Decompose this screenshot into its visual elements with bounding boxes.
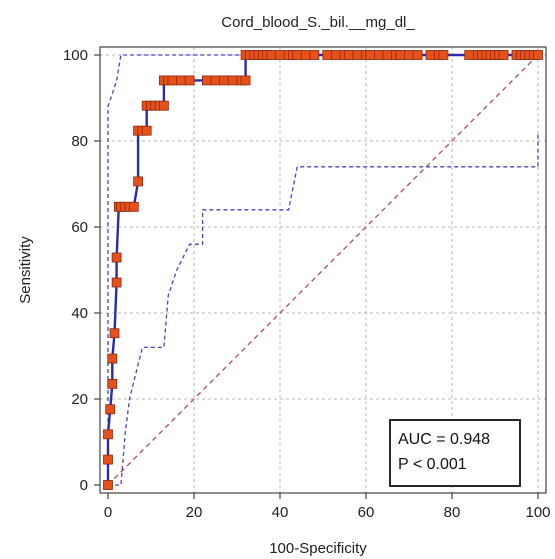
roc-point-marker	[498, 50, 509, 60]
confidence-bound-lower	[108, 132, 539, 486]
y-tick-label: 60	[71, 219, 88, 236]
chance-diagonal-line	[107, 54, 539, 486]
y-tick-label: 40	[71, 305, 88, 322]
roc-point-marker	[292, 50, 303, 60]
roc-point-marker	[533, 50, 543, 60]
x-axis-label: 100-Specificity	[269, 540, 367, 557]
roc-point-marker	[141, 125, 152, 136]
roc-point-marker	[105, 404, 116, 415]
auc-annotation-box: AUC = 0.948 P < 0.001	[389, 419, 521, 487]
roc-point-marker	[227, 75, 238, 86]
roc-point-marker	[373, 50, 384, 60]
roc-point-marker	[412, 50, 423, 60]
roc-point-marker	[343, 50, 354, 60]
roc-point-marker	[300, 50, 311, 60]
roc-point-marker	[438, 50, 449, 60]
auc-value-text: AUC = 0.948	[398, 431, 490, 448]
roc-point-marker	[103, 480, 113, 490]
roc-point-marker	[107, 353, 118, 364]
tick-labels: 0 20 40 60 80 100 0 20 40 60 80 100	[63, 47, 551, 521]
roc-point-marker	[107, 378, 118, 389]
x-tick-label: 0	[104, 504, 112, 521]
roc-point-marker	[103, 454, 113, 465]
roc-point-marker	[210, 75, 221, 86]
roc-point-marker	[352, 50, 363, 60]
roc-point-marker	[464, 50, 475, 60]
roc-point-marker	[111, 277, 122, 288]
roc-point-marker	[184, 75, 195, 86]
x-tick-label: 80	[444, 504, 461, 521]
axes	[94, 54, 539, 499]
roc-point-marker	[404, 50, 414, 60]
roc-point-marker	[330, 50, 341, 60]
chart-title: Cord_blood_S._bil.__mg_dl_	[221, 14, 415, 31]
x-tick-label: 60	[358, 504, 375, 521]
roc-point-marker	[109, 328, 120, 339]
roc-point-marker	[176, 75, 187, 86]
roc-point-marker	[395, 50, 406, 60]
roc-point-marker	[201, 75, 212, 86]
y-axis-label: Sensitivity	[17, 236, 34, 304]
roc-point-marker	[382, 50, 393, 60]
roc-point-marker	[365, 50, 376, 60]
confidence-bound-upper	[107, 54, 538, 485]
roc-markers	[103, 50, 543, 490]
y-tick-label: 80	[71, 133, 88, 150]
roc-point-marker	[266, 50, 277, 60]
roc-point-marker	[158, 100, 169, 111]
p-value-text: P < 0.001	[398, 456, 467, 473]
roc-point-marker	[167, 75, 178, 86]
roc-point-marker	[275, 50, 285, 60]
roc-point-marker	[219, 75, 230, 86]
x-tick-label: 100	[525, 504, 550, 521]
roc-point-marker	[309, 50, 320, 60]
plot-frame	[99, 46, 547, 494]
y-tick-label: 100	[63, 47, 88, 64]
roc-point-marker	[240, 75, 251, 86]
x-tick-label: 20	[186, 504, 203, 521]
roc-point-marker	[425, 50, 436, 60]
x-tick-label: 40	[272, 504, 289, 521]
roc-point-marker	[103, 429, 113, 440]
roc-point-marker	[133, 176, 144, 187]
roc-point-marker	[322, 50, 333, 60]
roc-point-marker	[128, 201, 139, 212]
roc-point-marker	[111, 252, 122, 263]
y-tick-label: 0	[80, 477, 88, 494]
y-tick-label: 20	[71, 391, 88, 408]
